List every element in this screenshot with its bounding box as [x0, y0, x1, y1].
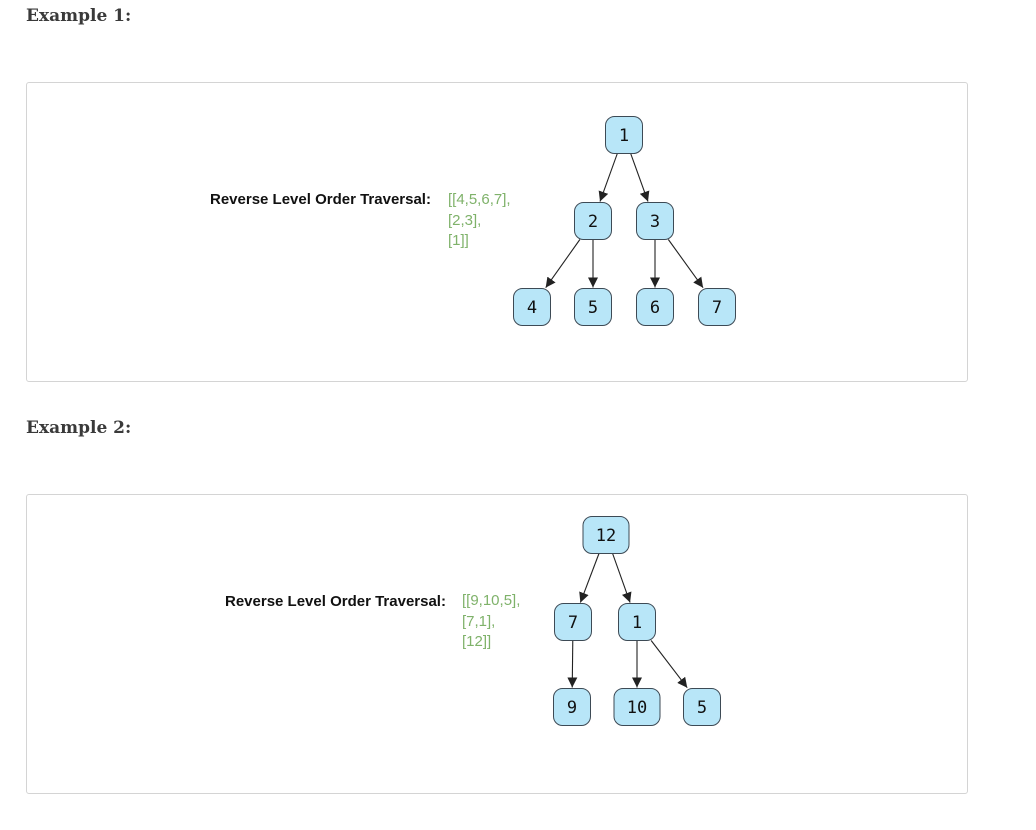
tree-edge	[612, 553, 632, 603]
traversal-line: [12]]	[462, 633, 492, 650]
tree-node-value: 3	[650, 212, 660, 232]
tree-edge	[667, 239, 704, 289]
tree-edge	[630, 153, 650, 202]
traversal-result: [[4,5,6,7], [2,3], [1]]	[448, 190, 511, 252]
traversal-result: [[9,10,5], [7,1], [12]]	[462, 591, 520, 653]
tree-node-box	[613, 688, 661, 726]
tree-node-box	[513, 288, 551, 326]
tree-node-box	[574, 288, 612, 326]
tree-node: 7	[554, 603, 592, 641]
tree-node-value: 9	[567, 698, 577, 718]
tree-node: 2	[574, 202, 612, 240]
tree-node-box	[636, 202, 674, 240]
traversal-label: Reverse Level Order Traversal:	[210, 191, 431, 208]
tree-node-value: 1	[619, 126, 629, 146]
tree-node-value: 7	[568, 613, 578, 633]
tree-node: 4	[513, 288, 551, 326]
tree-edge	[545, 239, 581, 289]
tree-node-box	[683, 688, 721, 726]
tree-node-box	[574, 202, 612, 240]
tree-node-value: 7	[712, 298, 722, 318]
tree-node: 1	[618, 603, 656, 641]
tree-node: 12	[582, 516, 630, 554]
traversal-label: Reverse Level Order Traversal:	[225, 593, 446, 610]
traversal-line: [1]]	[448, 232, 469, 249]
tree-node: 5	[683, 688, 721, 726]
binary-tree-diagram: 12 7 1 9 10 5	[553, 516, 721, 726]
example-1-heading: Example 1:	[26, 6, 132, 26]
tree-node-value: 10	[627, 698, 647, 718]
binary-tree-diagram: 1 2 3 4 5 6 7	[513, 116, 736, 326]
tree-node: 9	[553, 688, 591, 726]
tree-node-value: 2	[588, 212, 598, 232]
tree-node-value: 4	[527, 298, 537, 318]
tree-node-box	[554, 603, 592, 641]
traversal-line: [[9,10,5],	[462, 592, 521, 609]
tree-edge	[650, 640, 688, 689]
tree-node-box	[618, 603, 656, 641]
tree-node: 5	[574, 288, 612, 326]
tree-node-box	[553, 688, 591, 726]
example-1-box: Reverse Level Order Traversal: [[4,5,6,7…	[26, 82, 968, 382]
tree-node-value: 5	[697, 698, 707, 718]
tree-edge	[567, 640, 578, 688]
tree-node: 10	[613, 688, 661, 726]
tree-node-box	[636, 288, 674, 326]
tree-node: 1	[605, 116, 643, 154]
example-2-box: Reverse Level Order Traversal: [[9,10,5]…	[26, 494, 968, 794]
tree-edge	[579, 553, 600, 603]
tree-node-box	[582, 516, 630, 554]
tree-node-value: 5	[588, 298, 598, 318]
tree-node-value: 12	[596, 526, 616, 546]
tree-node: 7	[698, 288, 736, 326]
tree-node-value: 1	[632, 613, 642, 633]
traversal-line: [2,3],	[448, 211, 482, 229]
tree-node-box	[605, 116, 643, 154]
traversal-line: [[4,5,6,7],	[448, 191, 511, 208]
example-2-heading: Example 2:	[26, 418, 132, 438]
tree-edge	[598, 153, 618, 202]
traversal-line: [7,1],	[462, 612, 496, 630]
tree-node-value: 6	[650, 298, 660, 318]
tree-node: 6	[636, 288, 674, 326]
tree-node-box	[698, 288, 736, 326]
tree-node: 3	[636, 202, 674, 240]
